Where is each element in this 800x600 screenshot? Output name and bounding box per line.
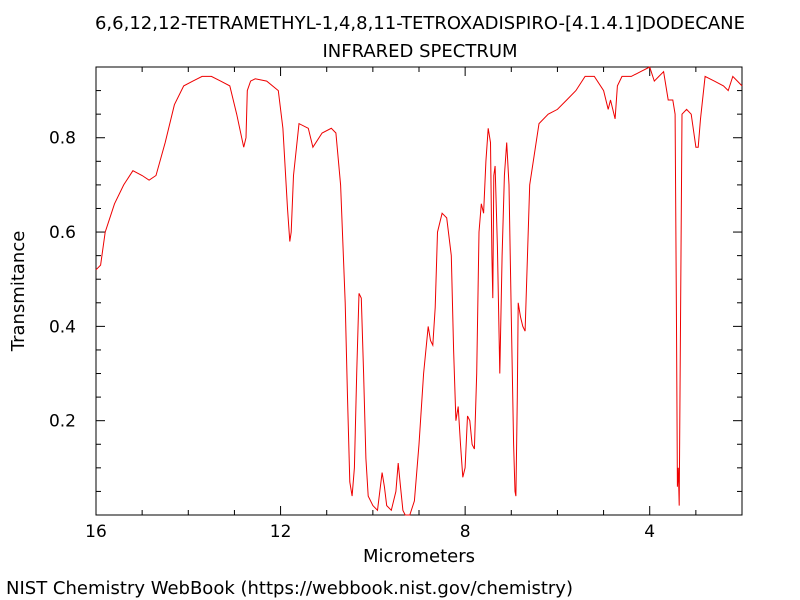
y-tick-label: 0.4	[49, 317, 76, 337]
y-tick-label: 0.8	[49, 129, 76, 149]
y-tick-label: 0.2	[49, 412, 76, 432]
chart-title: 6,6,12,12-TETRAMETHYL-1,4,8,11-TETROXADI…	[95, 13, 745, 34]
chart-subtitle: INFRARED SPECTRUM	[322, 41, 517, 62]
y-tick-label: 0.6	[49, 223, 76, 243]
x-tick-label: 16	[85, 522, 107, 542]
x-tick-label: 4	[644, 522, 655, 542]
source-credit: NIST Chemistry WebBook (https://webbook.…	[6, 578, 573, 599]
spectrum-line	[95, 66, 743, 516]
x-axis-label: Micrometers	[363, 546, 475, 567]
x-tick-label: 8	[460, 522, 471, 542]
axis-ticks	[95, 66, 743, 516]
y-axis-label: Transmitance	[8, 231, 29, 353]
x-tick-label: 12	[270, 522, 292, 542]
axis-tick-labels: 16 12 8 4 0.2 0.4 0.6 0.8	[49, 129, 655, 542]
